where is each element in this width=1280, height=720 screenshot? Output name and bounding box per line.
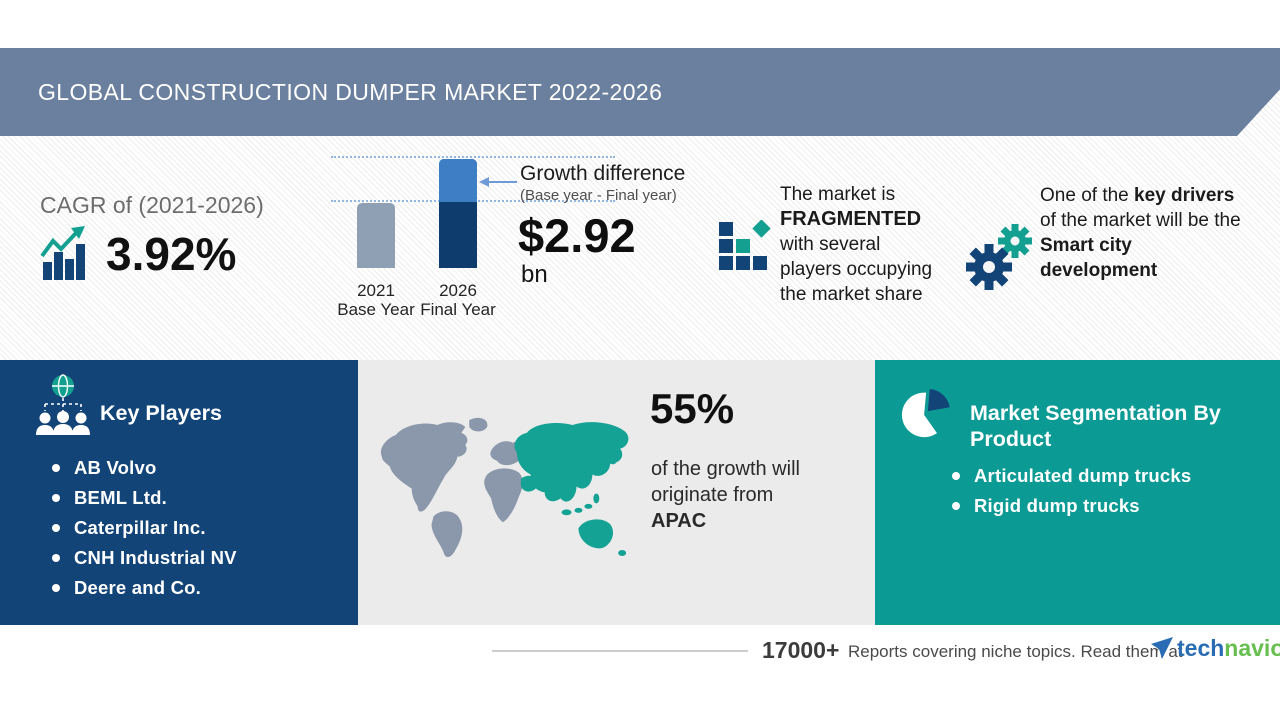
key-player-name: Caterpillar Inc. (74, 517, 206, 538)
fragmented-squares-icon (719, 220, 771, 270)
growth-difference-value: $2.92 (518, 209, 636, 262)
apac-percent: 55% (650, 385, 735, 432)
gears-icon (966, 224, 1032, 290)
key-players-list: AB Volvo BEML Ltd. Caterpillar Inc. CNH … (52, 453, 237, 603)
growth-difference-title: Growth difference (520, 162, 686, 185)
reports-count: 17000+ (762, 637, 840, 663)
key-drivers-line: of the market will be the (1040, 210, 1241, 231)
growth-difference-subtitle: (Base year - Final year) (520, 187, 677, 204)
list-item: Articulated dump trucks (952, 461, 1191, 491)
fragmented-line: The market is (780, 184, 896, 205)
bar-2026 (439, 159, 477, 268)
key-driver-name: development (1040, 260, 1158, 281)
list-item: Caterpillar Inc. (52, 513, 237, 543)
apac-region: APAC (651, 510, 707, 532)
fragmented-line: players occupying (780, 259, 933, 280)
fragmented-line: the market share (780, 284, 923, 305)
key-player-name: BEML Ltd. (74, 487, 167, 508)
bullet-icon (52, 584, 60, 592)
bullet-icon (52, 494, 60, 502)
page-title: GLOBAL CONSTRUCTION DUMPER MARKET 2022-2… (38, 78, 663, 105)
bullet-icon (52, 524, 60, 532)
bar-2021-year: 2021 (357, 281, 395, 300)
fragmented-keyword: FRAGMENTED (780, 208, 922, 230)
list-item: AB Volvo (52, 453, 237, 483)
growth-bars-arrow-icon (40, 226, 85, 280)
dotted-guide-top (331, 156, 615, 158)
key-player-name: Deere and Co. (74, 577, 201, 598)
globe-people-icon (36, 374, 90, 435)
segment-name: Rigid dump trucks (974, 495, 1140, 516)
key-drivers-prefix: One of the (1040, 185, 1135, 206)
cagr-value: 3.92% (106, 228, 237, 280)
bar-2021-label: Base Year (337, 300, 415, 319)
key-drivers-bold: key drivers (1134, 185, 1235, 206)
bullet-icon (952, 472, 960, 480)
bullet-icon (952, 502, 960, 510)
world-map (380, 417, 629, 558)
growth-difference-unit: bn (521, 261, 548, 288)
segment-name: Articulated dump trucks (974, 465, 1192, 486)
fragmented-text: The market is FRAGMENTED with several pl… (780, 182, 932, 307)
cagr-label: CAGR of (2021-2026) (40, 192, 264, 218)
fragmented-line: with several (780, 234, 881, 255)
bar-2026-year: 2026 (439, 281, 477, 300)
footer-tagline: Reports covering niche topics. Read them… (848, 642, 1183, 661)
bar-2021 (357, 203, 395, 268)
apac-text: of the growth will originate from APAC (651, 456, 800, 534)
bullet-icon (52, 464, 60, 472)
pie-chart-icon (901, 388, 950, 438)
key-player-name: AB Volvo (74, 457, 157, 478)
segmentation-list: Articulated dump trucks Rigid dump truck… (952, 461, 1191, 521)
bullet-icon (52, 554, 60, 562)
apac-line: of the growth will (651, 458, 800, 480)
key-driver-name: Smart city (1040, 235, 1132, 256)
bar-2026-label: Final Year (420, 300, 496, 319)
technavio-arrow-icon (1151, 636, 1173, 659)
key-drivers-line: One of the key drivers (1040, 183, 1255, 208)
growth-arrow-line (489, 181, 517, 183)
key-players-title: Key Players (100, 401, 222, 425)
growth-arrow-head-icon (479, 177, 489, 187)
list-item: CNH Industrial NV (52, 543, 237, 573)
key-drivers-text: One of the key drivers of the market wil… (1040, 183, 1255, 283)
list-item: BEML Ltd. (52, 483, 237, 513)
apac-line: originate from (651, 484, 774, 506)
list-item: Rigid dump trucks (952, 491, 1191, 521)
bar-2026-growth-segment (439, 159, 477, 202)
footer-divider (492, 650, 748, 652)
regional-panel (358, 360, 875, 625)
key-player-name: CNH Industrial NV (74, 547, 237, 568)
logo-text-tech: tech (1177, 635, 1225, 661)
header-band: GLOBAL CONSTRUCTION DUMPER MARKET 2022-2… (0, 48, 1280, 136)
segmentation-title: Market Segmentation By Product (970, 401, 1221, 451)
technavio-logo[interactable]: technavio™ (1150, 635, 1280, 662)
logo-text-navio: navio (1224, 635, 1280, 661)
list-item: Deere and Co. (52, 573, 237, 603)
